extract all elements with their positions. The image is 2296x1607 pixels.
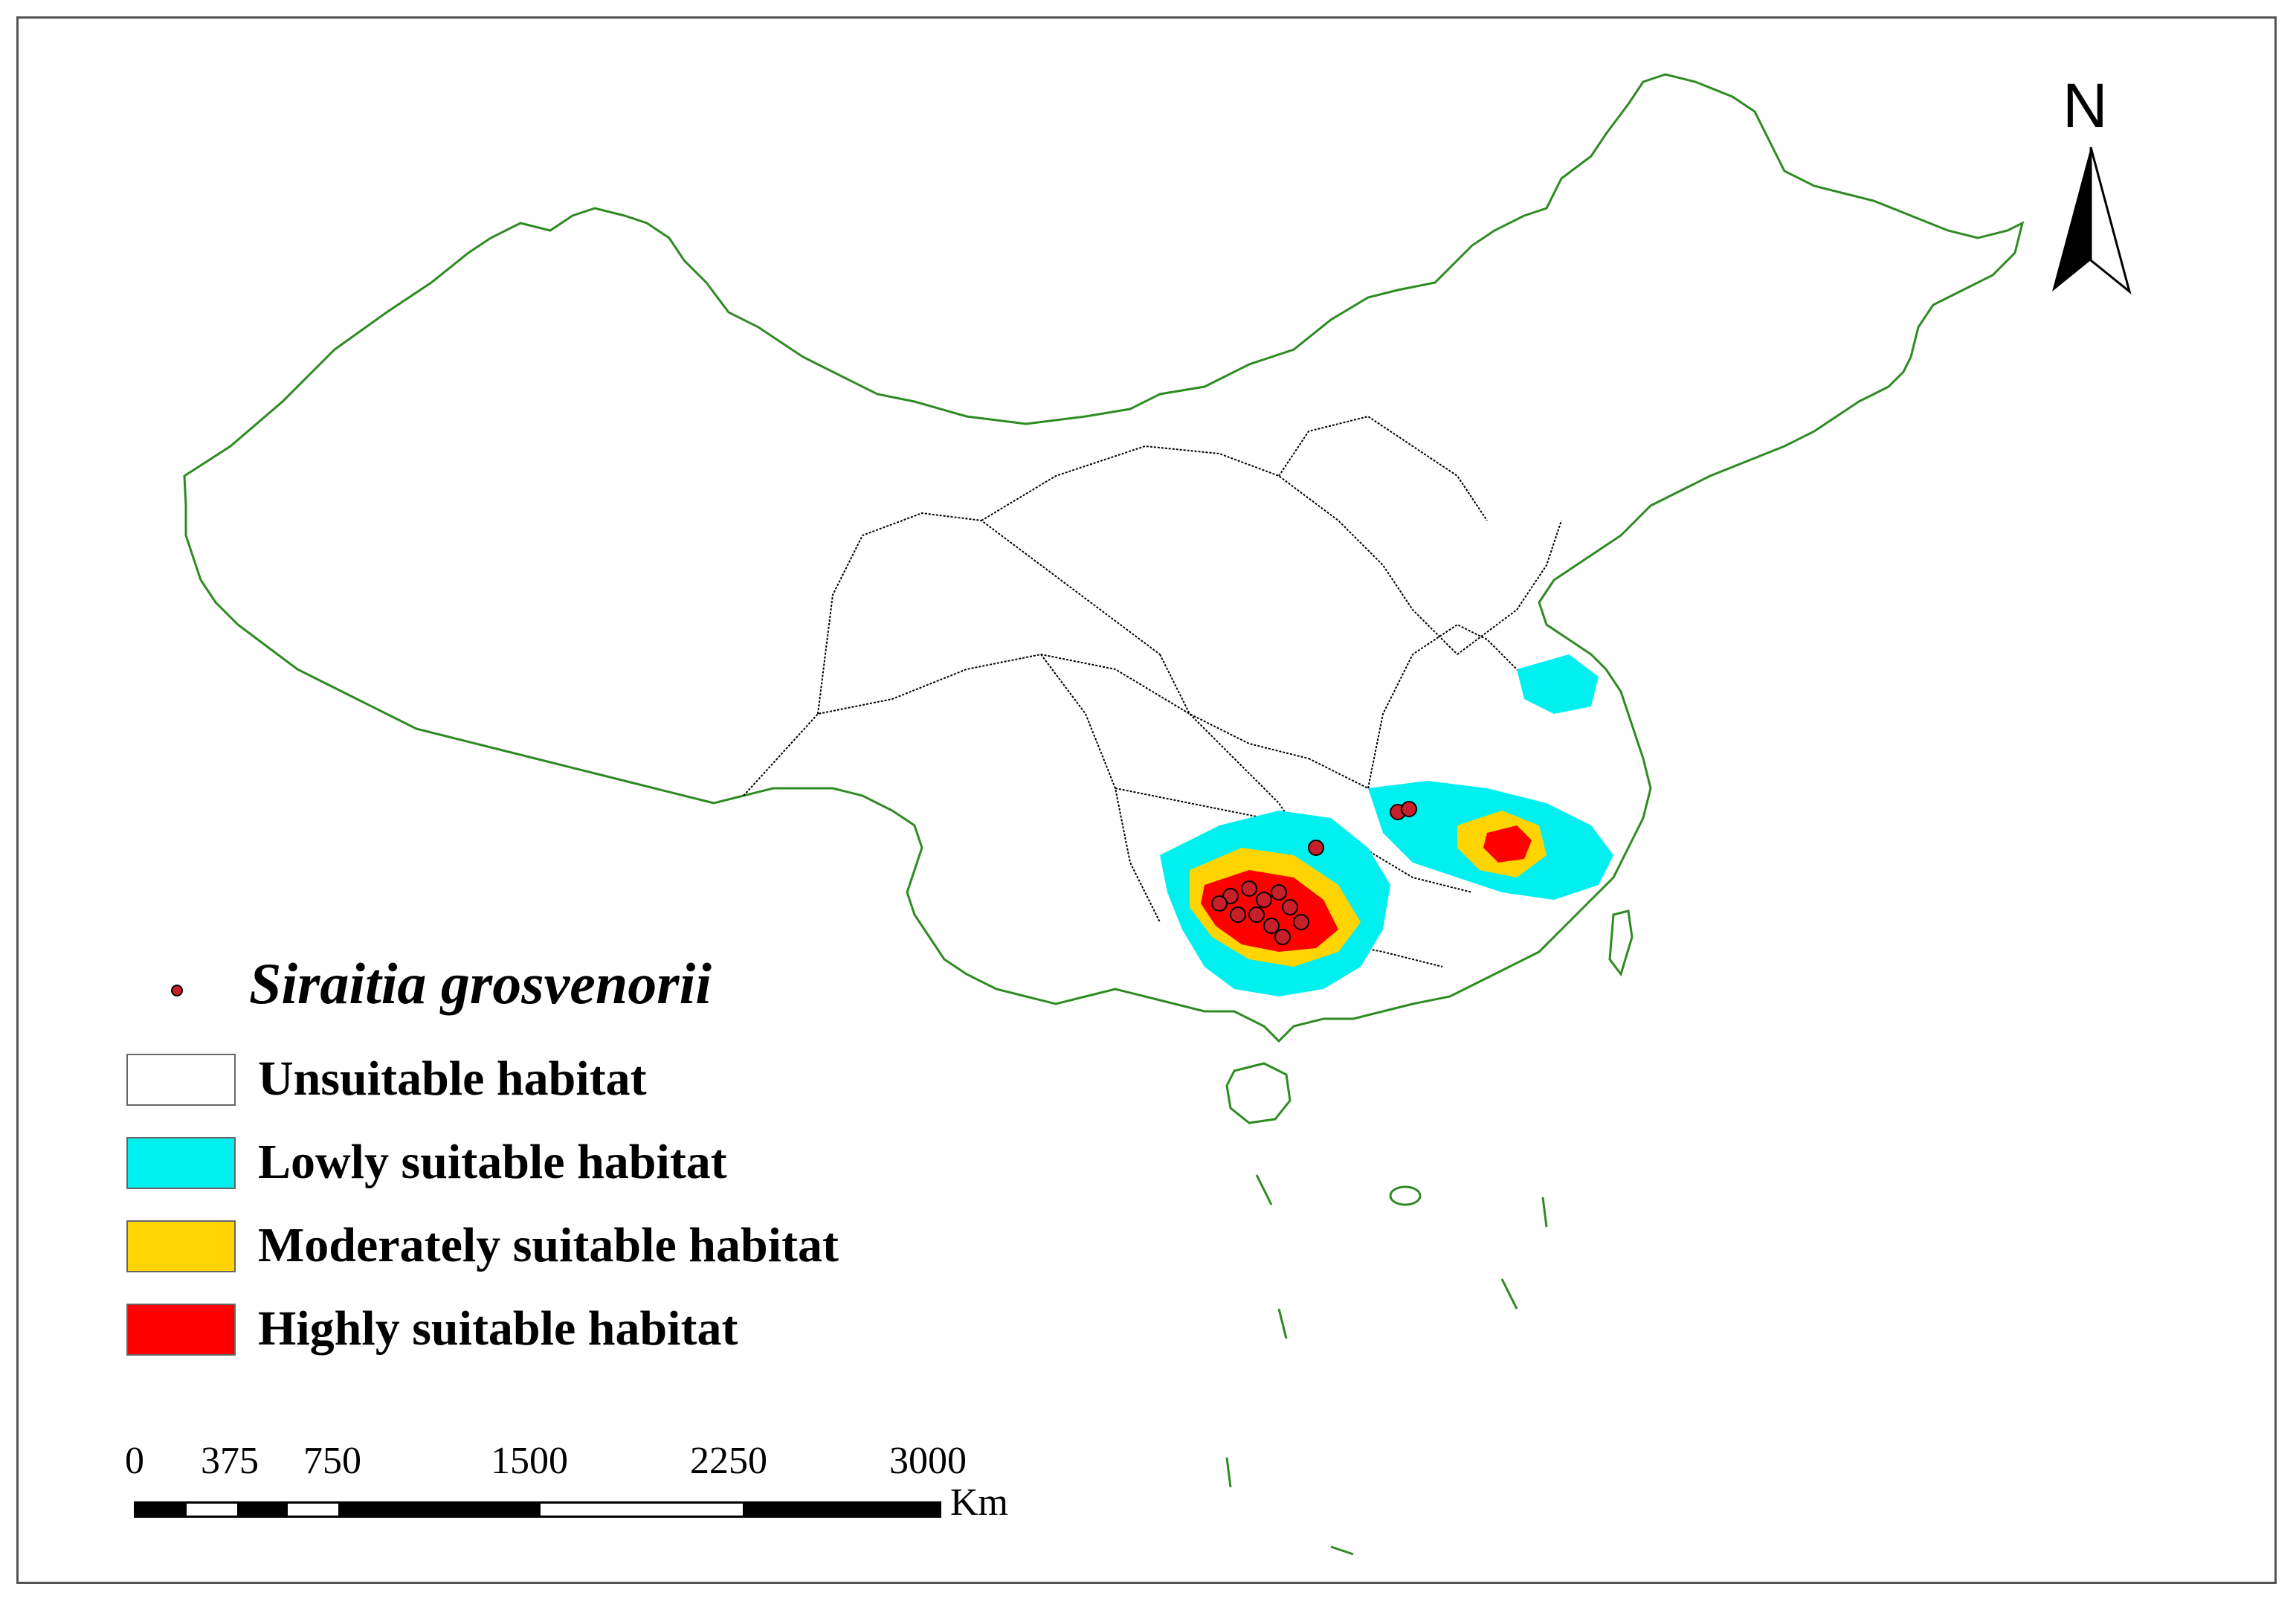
south-sea-dash-5 <box>1500 1278 1518 1310</box>
occurrence-point <box>1263 918 1280 934</box>
occurrence-point <box>1222 888 1239 904</box>
scale-tick-3000: 3000 <box>889 1440 967 1482</box>
occurrence-point <box>1308 840 1324 856</box>
legend-label: Lowly suitable habitat <box>258 1135 727 1189</box>
south-sea-dash-2 <box>1277 1308 1288 1339</box>
legend-label: Moderately suitable habitat <box>258 1218 839 1272</box>
occurrence-points <box>1211 801 1417 945</box>
north-arrow-icon <box>2052 146 2132 295</box>
occurrence-point <box>1248 906 1265 923</box>
south-sea-dash-3 <box>1225 1457 1232 1488</box>
legend-label: Highly suitable habitat <box>258 1301 738 1356</box>
country-outline <box>183 73 2025 1043</box>
legend-label: Unsuitable habitat <box>258 1052 647 1106</box>
taiwan-island <box>1608 909 1634 977</box>
occurrence-point <box>1271 884 1287 901</box>
species-label: Siraitia grosvenorii <box>249 951 712 1016</box>
map-frame <box>16 16 2277 1584</box>
habitat-high-east <box>1483 825 1532 863</box>
scale-tick-375: 375 <box>201 1440 259 1482</box>
scale-unit: Km <box>950 1481 1008 1524</box>
occurrence-point <box>1401 801 1417 817</box>
scale-tick-0: 0 <box>125 1440 144 1482</box>
south-sea-dash-6 <box>1541 1197 1548 1228</box>
province-lines <box>743 415 1562 967</box>
south-sea-dash-1 <box>1255 1174 1273 1205</box>
occurrence-point <box>1256 892 1272 908</box>
scale-tick-1500: 1500 <box>491 1440 568 1482</box>
island-small-1 <box>1389 1185 1422 1206</box>
south-sea-dash-4 <box>1330 1545 1354 1556</box>
occurrence-point <box>1230 906 1246 923</box>
occurrence-point <box>1274 929 1291 945</box>
species-dot-icon <box>171 985 183 996</box>
occurrence-point <box>1293 914 1309 930</box>
hainan-island <box>1225 1062 1292 1124</box>
occurrence-point <box>1211 895 1228 912</box>
scale-bar-graphic <box>134 1501 941 1518</box>
legend-swatch <box>126 1220 236 1272</box>
legend-swatch <box>126 1304 236 1356</box>
scale-tick-750: 750 <box>303 1440 361 1482</box>
legend-swatch <box>126 1137 236 1189</box>
occurrence-point <box>1282 899 1298 915</box>
north-label: N <box>2063 71 2108 141</box>
habitat-low-northeast <box>1517 654 1599 714</box>
legend-swatch <box>126 1054 236 1106</box>
occurrence-point <box>1241 880 1257 897</box>
scale-tick-2250: 2250 <box>690 1440 767 1482</box>
